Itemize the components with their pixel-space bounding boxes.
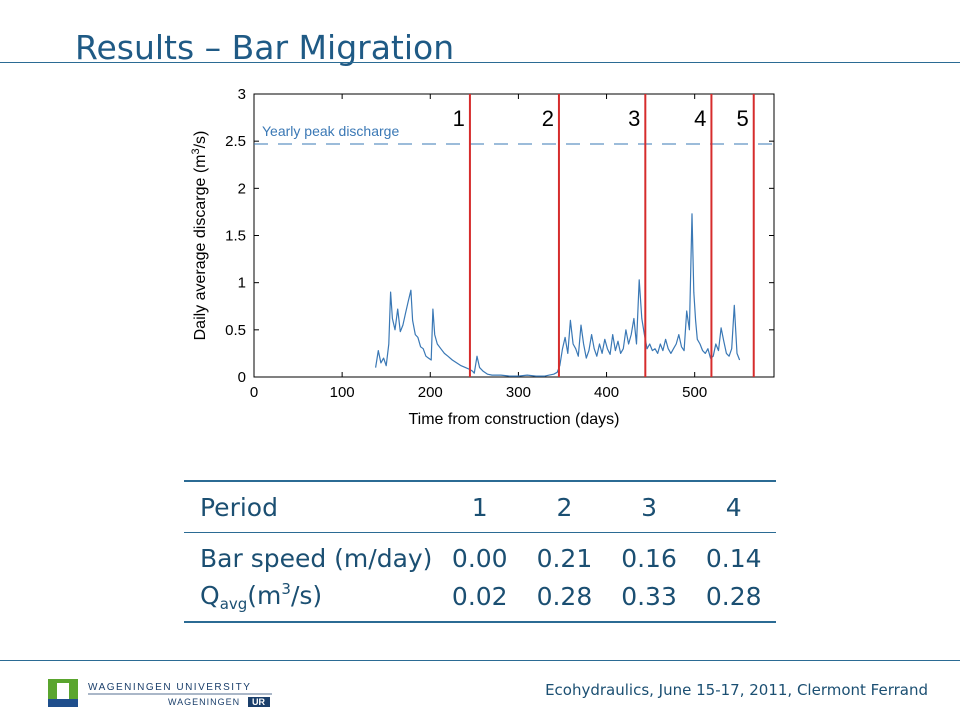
- x-tick-label: 400: [594, 384, 619, 401]
- bar-speed-4: 0.14: [691, 532, 776, 577]
- y-tick-label: 0.5: [225, 322, 246, 339]
- discharge-chart: 0 0.5 1 1.5 2 2.5 3 0 100 200 300 400 500 Yearly pe…: [190, 86, 775, 428]
- q-unit-sup: 3: [281, 579, 291, 598]
- x-axis-label: Time from construction (days): [408, 411, 619, 428]
- logo-wageningen-text: WAGENINGEN: [168, 697, 240, 707]
- results-table: Period 1 2 3 4 Bar speed (m/day) 0.00 0.…: [184, 480, 776, 623]
- y-tick-label: 1: [238, 275, 246, 292]
- x-tick-label: 200: [418, 384, 443, 401]
- slide-title: Results – Bar Migration: [75, 28, 455, 67]
- y-tick-label: 2: [238, 180, 246, 197]
- q-subscript: avg: [219, 594, 248, 613]
- logo-emblem-base: [48, 699, 78, 707]
- table-header-row: Period 1 2 3 4: [184, 481, 776, 533]
- yearly-peak-label: Yearly peak discharge: [262, 123, 399, 139]
- q-symbol: Q: [200, 580, 220, 610]
- qavg-3: 0.33: [621, 581, 677, 611]
- wageningen-logo: WAGENINGEN UNIVERSITY WAGENINGEN UR: [48, 679, 272, 707]
- table-row-bar-speed: Bar speed (m/day) 0.00 0.21 0.16 0.14: [184, 532, 776, 577]
- logo-ur-text: UR: [252, 697, 265, 707]
- y-tick-label: 3: [238, 86, 246, 103]
- bar-speed-1: 0.00: [437, 532, 523, 577]
- y-tick-label: 1.5: [225, 228, 246, 245]
- header-period-2: 2: [556, 492, 573, 522]
- logo-ur-badge: [248, 697, 270, 707]
- title-divider: [0, 62, 960, 63]
- footer-citation: Ecohydraulics, June 15-17, 2011, Clermon…: [545, 681, 928, 699]
- footer-divider: [0, 660, 960, 661]
- discharge-series-line: [375, 213, 741, 377]
- x-tick-label: 100: [330, 384, 355, 401]
- plot-frame: [253, 93, 775, 378]
- logo-university-text: WAGENINGEN UNIVERSITY: [88, 682, 251, 693]
- period-marker-label: 5: [736, 106, 748, 131]
- qavg-1: 0.02: [451, 581, 508, 611]
- q-unit-close: /s): [290, 580, 323, 610]
- header-period-3: 3: [641, 492, 657, 522]
- x-tick-label: 0: [250, 384, 258, 401]
- period-marker-label: 1: [453, 106, 465, 131]
- x-tick-label: 500: [682, 384, 707, 401]
- row-label-bar-speed: Bar speed (m/day): [184, 532, 438, 577]
- qavg-4: 0.28: [705, 581, 762, 611]
- bar-speed-3: 0.16: [606, 532, 692, 577]
- period-marker-label: 3: [628, 106, 640, 131]
- bar-speed-2: 0.21: [522, 532, 607, 577]
- y-tick-label: 0: [238, 369, 246, 386]
- y-axis-label: Daily average discarge (m3/s): [190, 131, 209, 341]
- period-marker-label: 2: [542, 106, 554, 131]
- q-unit-open: (m: [247, 580, 282, 610]
- table-row-qavg: Qavg(m3/s) 0.02 0.28 0.33 0.28: [184, 577, 776, 622]
- logo-emblem-cutout: [57, 683, 69, 699]
- header-period-4: 4: [725, 492, 742, 522]
- y-tick-label: 2.5: [225, 133, 246, 150]
- qavg-2: 0.28: [536, 581, 593, 611]
- x-tick-label: 300: [506, 384, 531, 401]
- header-period-1: 1: [471, 492, 488, 522]
- header-period-label: Period: [200, 492, 278, 522]
- period-marker-label: 4: [694, 106, 706, 131]
- row-label-qavg: Qavg(m3/s): [184, 577, 437, 622]
